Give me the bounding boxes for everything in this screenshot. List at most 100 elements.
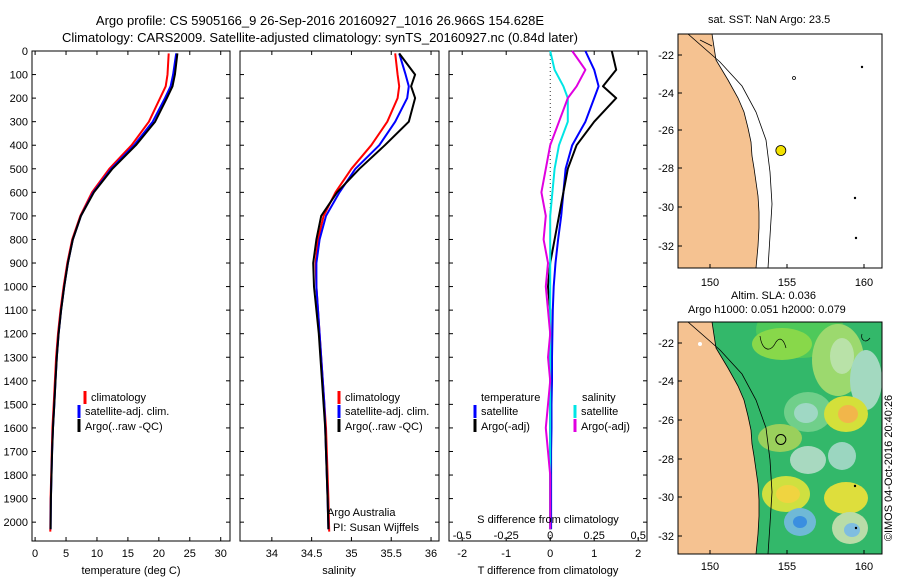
s-tick-label: 0.5 [631,530,646,542]
sla-lat-tick: -28 [658,454,674,466]
x-tick-label: 35.5 [381,548,402,560]
legend-argo: Argo(..raw -QC) [85,421,163,433]
x-tick-label: 5 [63,548,69,560]
s-tick-label: 0.25 [583,530,604,542]
temperature-legend: climatology satellite-adj. clim. Argo(..… [77,391,169,433]
y-tick-label: 700 [10,211,28,223]
y-tick-label: 1000 [4,282,28,294]
sla-anomaly [844,523,860,537]
y-tick-label: 0 [22,46,28,58]
island-marker [698,342,702,346]
sla-anomaly [793,516,807,528]
profile-title: Argo profile: CS 5905166_9 26-Sep-2016 2… [95,13,545,28]
y-tick-label: 100 [10,70,28,82]
series-line [314,53,401,532]
reef-marker [853,196,857,200]
x-tick-label: 20 [153,548,165,560]
x-tick-label: 1 [591,548,597,560]
sla-lat-tick: -22 [658,338,674,350]
legend-t-argo: Argo(-adj) [481,421,530,433]
sla-anomaly [790,446,826,474]
sla-map [677,321,883,555]
sst-lon-tick: 160 [855,277,873,289]
y-tick-label: 1600 [4,423,28,435]
temperature-xlabel: temperature (deg C) [81,565,180,577]
pi-note: PI: Susan Wijffels [333,522,419,534]
reef-marker [854,526,858,530]
sst-lon-tick: 150 [701,277,719,289]
legend-s-argo: Argo(-adj) [581,421,630,433]
sla-map-title-1: Altim. SLA: 0.036 [731,290,816,302]
sla-map-title-2: Argo h1000: 0.051 h2000: 0.079 [688,304,846,316]
series-line [540,50,587,530]
series-line [550,50,600,530]
y-tick-label: 1200 [4,329,28,341]
x-tick-label: 15 [122,548,134,560]
climatology-title: Climatology: CARS2009. Satellite-adjuste… [62,30,578,45]
sla-lat-tick: -30 [658,492,674,504]
sst-lat-tick: -32 [658,241,674,253]
sla-anomaly [794,403,818,423]
sla-anomaly [828,442,856,470]
legend-t-satellite: satellite [481,406,518,418]
sla-tick-marks [678,342,865,554]
difference-legend: temperature satellite Argo(-adj) salinit… [473,392,630,433]
series-line [49,53,179,530]
sla-contour [759,335,787,350]
sla-lon-tick: 155 [778,561,796,573]
sla-map-axes: 150 155 160 -22 -24 -26 -28 -30 -32 [658,338,873,573]
sst-tick-marks [678,54,865,268]
reef-marker [854,236,858,240]
y-tick-label: 1700 [4,446,28,458]
y-tick-label: 800 [10,234,28,246]
temperature-panel-frame [31,50,231,542]
sla-anomaly [752,328,812,360]
y-tick-label: 1400 [4,376,28,388]
legend-salinity-title: salinity [582,392,616,404]
legend-climatology: climatology [91,392,147,404]
australia-coast [678,322,760,554]
imos-credit: ©IMOS 04-Oct-2016 20:40:26 [883,394,895,542]
sla-contour [861,333,871,342]
sla-lat-tick: -26 [658,415,674,427]
x-tick-label: 0 [32,548,38,560]
x-tick-label: 25 [184,548,196,560]
argo-position-marker [775,145,787,156]
sst-lat-tick: -28 [658,163,674,175]
sst-lat-tick: -30 [658,202,674,214]
sla-anomaly [830,338,854,374]
sla-anomaly [850,350,882,410]
argo-australia-note: Argo Australia [327,507,396,519]
sst-map-frame [677,33,883,269]
y-tick-label: 2000 [4,517,28,529]
series-line [312,52,417,530]
bathymetry-contour [687,34,773,268]
s-tick-label: -0.25 [494,530,519,542]
legend-satellite: satellite-adj. clim. [345,406,429,418]
reef-marker [853,484,857,488]
t-difference-xlabel: T difference from climatology [478,565,619,577]
sla-anomaly [758,424,802,452]
y-tick-label: 500 [10,164,28,176]
sla-anomaly [838,405,858,423]
sst-map-axes: 150 155 160 -22 -24 -26 -28 -30 -32 [658,50,873,289]
sst-lat-tick: -26 [658,125,674,137]
depth-axis: 0 100 200 300 400 500 600 700 800 900 1000 1100 1200… [4,46,28,529]
y-tick-label: 1100 [4,305,28,317]
sst-map [677,33,883,269]
y-tick-label: 300 [10,117,28,129]
sst-map-title: sat. SST: NaN Argo: 23.5 [708,14,831,26]
s-tick-label: 0 [547,530,553,542]
sla-anomaly [776,485,800,503]
x-tick-label: 30 [215,548,227,560]
sst-lat-tick: -22 [658,50,674,62]
salinity-xlabel: salinity [322,565,356,577]
island-outline [699,39,713,47]
series-line [315,53,410,530]
sla-lat-tick: -24 [658,376,674,388]
legend-climatology: climatology [345,392,401,404]
sla-anomaly [824,482,868,514]
salinity-chart: 34 34.5 35 35.5 36 [240,50,439,560]
x-tick-label: -2 [457,548,467,560]
